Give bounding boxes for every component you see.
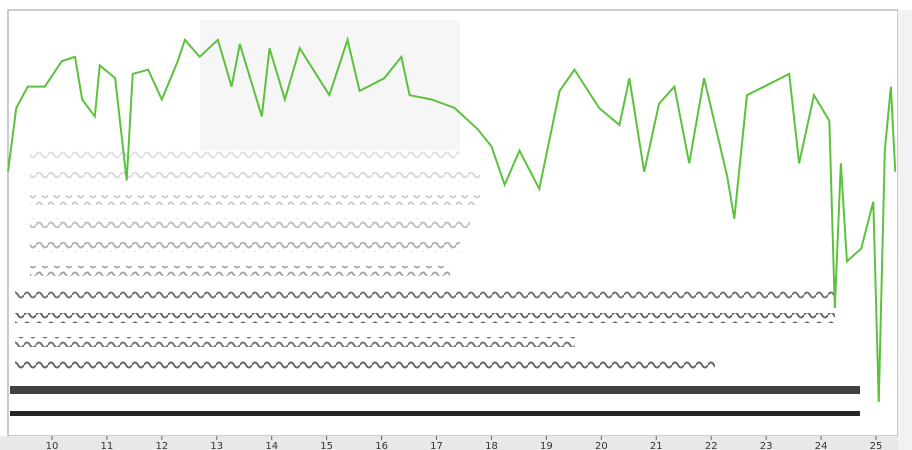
x-tick-label: 23	[760, 441, 773, 450]
spectrogram-bands	[10, 20, 860, 416]
x-tick-label: 25	[870, 441, 883, 450]
x-tick-label: 18	[485, 441, 498, 450]
x-tick-label: 22	[705, 441, 718, 450]
right-axis-band	[898, 10, 912, 450]
x-tick-label: 19	[540, 441, 553, 450]
x-tick-label: 12	[155, 441, 168, 450]
x-axis-band	[0, 436, 912, 450]
x-tick-label: 16	[375, 441, 388, 450]
x-tick-label: 20	[595, 441, 608, 450]
x-tick-label: 15	[320, 441, 333, 450]
x-tick-label: 13	[210, 441, 223, 450]
x-tick-label: 14	[265, 441, 278, 450]
pitch-line	[7, 36, 897, 402]
x-tick-label: 21	[650, 441, 663, 450]
x-tick-label: 17	[430, 441, 443, 450]
x-tick-label: 24	[815, 441, 828, 450]
x-tick-label: 11	[101, 441, 114, 450]
x-tick-label: 10	[46, 441, 59, 450]
